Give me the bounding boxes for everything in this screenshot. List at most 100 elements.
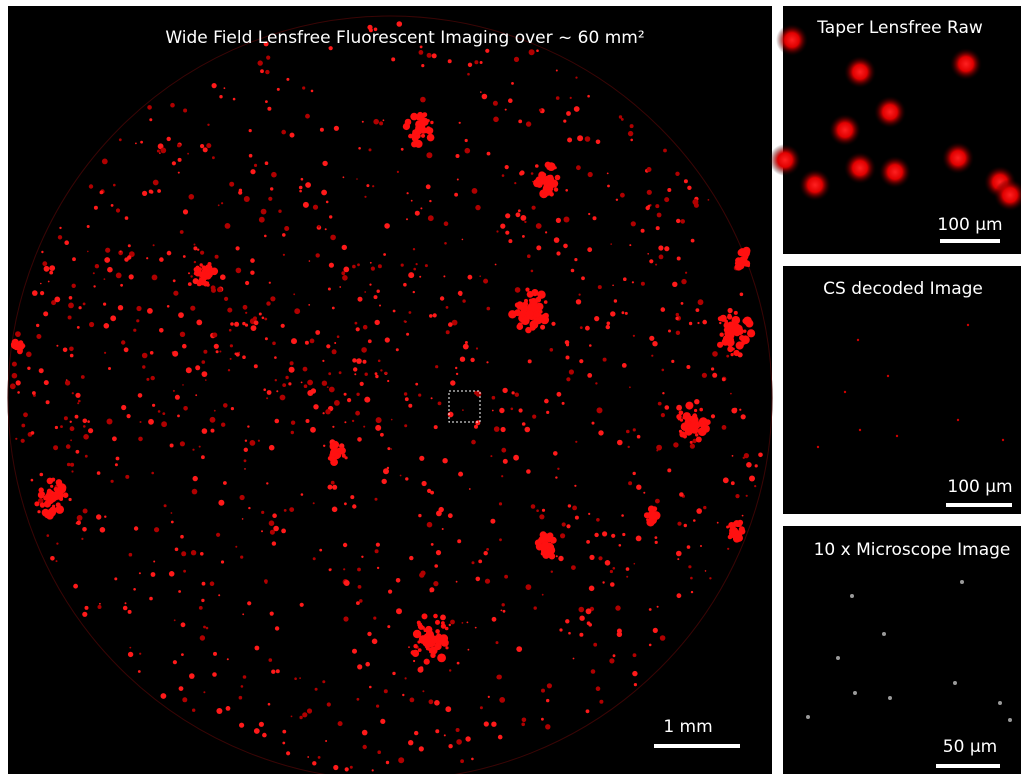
spot — [429, 699, 434, 704]
spot — [405, 477, 408, 480]
spot — [223, 403, 228, 408]
spot — [127, 255, 131, 259]
spot — [598, 285, 602, 289]
spot — [680, 219, 685, 224]
spot — [595, 382, 597, 384]
cluster-spot — [524, 299, 528, 303]
spot — [631, 221, 636, 226]
cluster-spot — [429, 646, 437, 654]
spot — [358, 585, 362, 589]
spot — [70, 439, 72, 441]
spot — [379, 305, 381, 307]
spot — [44, 380, 49, 385]
spot — [230, 358, 232, 360]
spot — [501, 610, 503, 612]
cluster-spot — [541, 552, 545, 556]
spot — [465, 148, 471, 154]
spot — [47, 534, 50, 537]
cluster-spot — [720, 333, 724, 337]
spot — [150, 190, 153, 193]
spot — [429, 314, 433, 318]
spot — [407, 192, 409, 194]
spot — [456, 728, 460, 732]
spot — [391, 448, 393, 450]
spot — [179, 686, 184, 691]
spot — [434, 425, 438, 429]
spot — [301, 382, 303, 384]
spot — [234, 322, 239, 327]
spot — [617, 629, 622, 634]
spot — [77, 326, 80, 329]
spot — [225, 223, 231, 229]
spot — [107, 419, 113, 425]
spot — [214, 410, 216, 412]
spot — [355, 411, 360, 416]
spot — [171, 521, 174, 524]
spot — [69, 347, 74, 352]
spot — [393, 310, 396, 313]
spot — [406, 333, 409, 336]
spot — [459, 293, 462, 296]
spot — [655, 499, 660, 504]
cluster-spot — [545, 179, 553, 187]
spot — [491, 722, 496, 727]
spot — [258, 440, 260, 442]
spot — [115, 463, 118, 466]
spot — [717, 522, 719, 524]
spot — [419, 456, 424, 461]
spot — [354, 373, 356, 375]
spot — [275, 379, 277, 381]
spot — [358, 297, 363, 302]
spot — [322, 680, 325, 683]
spot — [698, 299, 704, 305]
spot — [658, 245, 663, 250]
spot — [499, 697, 505, 703]
spot — [191, 550, 196, 555]
spot — [10, 383, 16, 389]
spot — [613, 567, 616, 570]
spot — [429, 587, 434, 592]
microscope-spot — [850, 594, 854, 598]
spot — [607, 322, 611, 326]
spot — [566, 343, 569, 346]
spot — [485, 579, 490, 584]
spot — [373, 119, 379, 125]
spot — [224, 87, 226, 89]
spot — [133, 588, 136, 591]
spot — [527, 254, 531, 258]
spot — [152, 404, 155, 407]
spot — [375, 498, 378, 501]
spot — [681, 302, 684, 305]
cluster-spot — [700, 422, 705, 427]
cluster-spot — [682, 416, 685, 419]
spot — [128, 610, 132, 614]
cluster-spot — [652, 506, 657, 511]
spot — [183, 255, 186, 258]
spot — [657, 606, 659, 608]
spot — [244, 459, 247, 462]
spot — [616, 199, 618, 201]
cluster-spot — [445, 646, 448, 649]
spot — [675, 317, 678, 320]
cluster-spot — [417, 112, 423, 118]
cluster-spot — [50, 485, 53, 488]
spot — [472, 561, 475, 564]
spot — [75, 415, 79, 419]
spot — [138, 393, 143, 398]
spot — [602, 581, 604, 583]
spot — [111, 204, 114, 207]
spot — [411, 200, 413, 202]
spot — [470, 358, 474, 362]
spot — [221, 560, 224, 563]
spot — [498, 735, 503, 740]
spot — [435, 365, 438, 368]
spot — [104, 257, 110, 263]
spot — [49, 271, 53, 275]
spot — [672, 282, 677, 287]
spot — [493, 101, 498, 106]
spot — [382, 479, 387, 484]
spot — [85, 606, 89, 610]
spot — [667, 188, 671, 192]
spot — [244, 448, 248, 452]
spot — [626, 567, 630, 571]
